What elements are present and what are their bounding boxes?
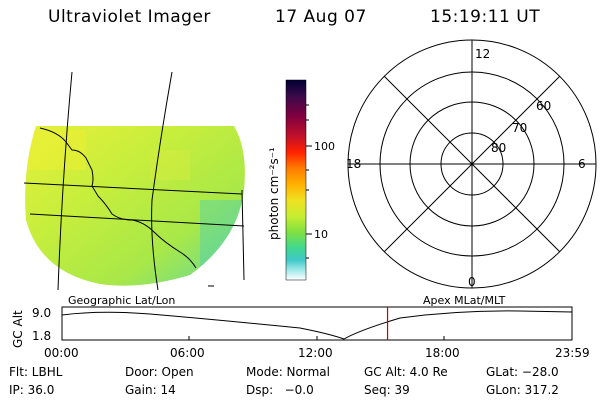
status-glat: GLat: −28.0 [486,365,559,379]
altitude-xtick-1: 06:00 [170,346,205,360]
geographic-label: Geographic Lat/Lon [68,294,176,307]
status-seq: Seq: 39 [364,383,410,397]
altitude-curve [61,310,573,340]
altitude-xtick-0: 00:00 [44,346,79,360]
color-bar-scale [285,79,307,281]
altitude-plot-frame [61,306,573,341]
altitude-xtick-4: 23:59 [555,346,590,360]
time-label: 15:19:11 UT [430,7,541,27]
altitude-ylabel: GC Alt [11,310,25,348]
altitude-xtick-2: 12:00 [298,346,333,360]
geographic-grid [23,71,245,291]
status-door: Door: Open [125,365,194,379]
instrument-title: Ultraviolet Imager [48,7,211,27]
date-label: 17 Aug 07 [275,7,367,27]
status-gain: Gain: 14 [125,383,176,397]
status-glon: GLon: 317.2 [486,383,559,397]
polar-lat-70: 70 [512,121,527,135]
polar-label-12: 12 [475,47,490,61]
altitude-ytick-9: 9.0 [32,306,51,320]
colorbar-unit-label: photon cm⁻²s⁻¹ [267,147,281,240]
status-dsp: Dsp: −0.0 [246,383,314,397]
status-gc-alt: GC Alt: 4.0 Re [364,365,448,379]
polar-label-0: 0 [468,275,476,289]
colorbar-tick-10: 10 [314,228,328,241]
polar-lat-60: 60 [536,99,551,113]
altitude-xtick-3: 18:00 [425,346,460,360]
colorbar-tick-100: 100 [314,140,335,153]
polar-lat-80: 80 [491,141,506,155]
apex-label: Apex MLat/MLT [423,294,506,307]
status-filter: Flt: LBHL [9,365,63,379]
altitude-ytick-1.8: 1.8 [32,329,51,343]
polar-label-18: 18 [346,157,361,171]
coastline [39,127,197,269]
status-ip: IP: 36.0 [9,383,55,397]
status-mode: Mode: Normal [246,365,330,379]
polar-label-6: 6 [578,157,586,171]
